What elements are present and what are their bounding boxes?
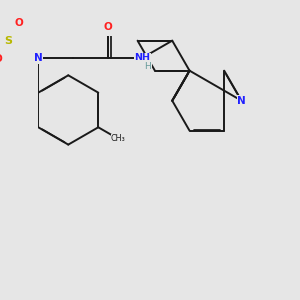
Text: O: O — [14, 18, 23, 28]
Text: N: N — [34, 53, 43, 63]
Text: O: O — [103, 22, 112, 32]
Text: S: S — [4, 36, 12, 46]
Text: H: H — [145, 61, 152, 70]
Text: CH₃: CH₃ — [111, 134, 126, 143]
Text: O: O — [0, 54, 2, 64]
Text: N: N — [237, 96, 246, 106]
Text: NH: NH — [134, 53, 150, 62]
